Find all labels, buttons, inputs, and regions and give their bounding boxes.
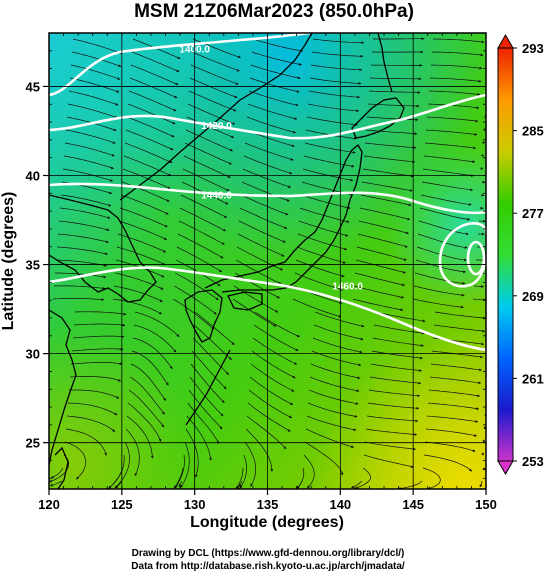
coastline-honshu	[204, 144, 363, 293]
contour-1420	[49, 93, 486, 140]
coastlines	[49, 33, 405, 489]
y-tick-label: 30	[26, 347, 40, 362]
contour-label: 1460.0	[332, 282, 363, 293]
map-title: MSM 21Z06Mar2023 (850.0hPa)	[134, 1, 414, 22]
y-axis-ticks: 25 30 35 40 45	[26, 50, 486, 479]
colorbar: 253 261 269 277 285 293	[497, 33, 544, 476]
coastline-shikoku	[227, 291, 263, 311]
colorbar-tick-label: 253	[522, 454, 544, 469]
height-contours	[49, 33, 486, 352]
x-tick-label: 125	[111, 497, 133, 512]
y-tick-label: 35	[26, 258, 40, 273]
colorbar-ticks: 253 261 269 277 285 293	[513, 41, 544, 469]
y-tick-label: 25	[26, 436, 40, 451]
coastline-korea	[49, 194, 157, 303]
x-tick-label: 140	[329, 497, 351, 512]
contour-1400	[49, 33, 311, 97]
x-axis-label: Longitude (degrees)	[190, 514, 344, 531]
colorbar-min-arrow	[497, 460, 514, 476]
colorbar-max-arrow	[497, 33, 514, 49]
colorbar-tick-label: 261	[522, 371, 544, 386]
x-axis-ticks: 120 125 130 135 140 145 150	[38, 33, 497, 512]
y-tick-label: 40	[26, 169, 40, 184]
contour-1460	[49, 266, 486, 352]
credit-drawing: Drawing by DCL (https://www.gfd-dennou.o…	[132, 548, 405, 559]
contour-label: 1440.0	[201, 191, 232, 202]
credit-data: Data from http://database.rish.kyoto-u.a…	[131, 561, 405, 572]
x-tick-label: 130	[184, 497, 206, 512]
coastline-hokkaido	[351, 97, 405, 139]
x-tick-label: 135	[257, 497, 279, 512]
coastline-taiwan	[54, 446, 69, 489]
y-axis-label: Latitude (degrees)	[0, 192, 17, 331]
coastline-china-east	[49, 309, 77, 466]
colorbar-tick-label: 293	[522, 41, 544, 56]
y-tick-label: 45	[26, 79, 40, 94]
colorbar-scale	[497, 47, 514, 462]
colorbar-tick-label: 285	[522, 124, 544, 139]
coastline-primorye	[119, 33, 313, 201]
contour-inner-loop	[466, 240, 486, 276]
contour-label: 1420.0	[201, 121, 232, 132]
x-tick-label: 145	[402, 497, 424, 512]
colorbar-tick-label: 269	[522, 289, 544, 304]
contour-1460-closed	[438, 222, 486, 288]
contour-1440	[49, 182, 486, 215]
coastline-sakhalin	[377, 33, 393, 93]
streamlines	[49, 37, 486, 489]
x-tick-label: 150	[475, 497, 497, 512]
coastline-kyushu	[184, 289, 223, 343]
x-tick-label: 120	[38, 497, 60, 512]
colorbar-tick-label: 277	[522, 206, 544, 221]
